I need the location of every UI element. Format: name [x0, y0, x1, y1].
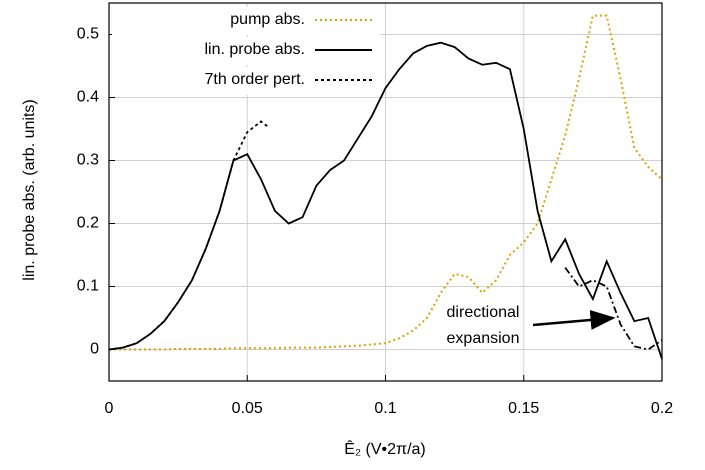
plot-frame	[108, 2, 663, 382]
x-axis-label: Ê₂ (V•2π/a)	[344, 439, 426, 458]
arrow	[532, 309, 616, 330]
lines	[108, 14, 663, 360]
y-tick-label: 0.2	[77, 215, 99, 232]
y-tick-label: 0.1	[77, 278, 99, 295]
y-tick-label: 0	[90, 341, 99, 358]
line-series	[564, 267, 663, 351]
x-tick-label: 0	[105, 400, 114, 417]
legend-label: pump abs.	[230, 11, 305, 28]
legend: pump abs. lin. probe abs. 7th order pert.	[112, 7, 380, 95]
x-tick-label: 0.1	[374, 400, 396, 417]
x-tick-label: 0.05	[232, 400, 263, 417]
x-tick-label: 0.15	[508, 400, 539, 417]
y-tick-label: 0.4	[77, 89, 99, 106]
legend-label: 7th order pert.	[205, 71, 306, 88]
y-tick-label: 0.5	[77, 26, 99, 43]
annotation: directional	[447, 304, 520, 321]
y-axis-label: lin. probe abs. (arb. units)	[21, 99, 38, 280]
line-series	[109, 14, 663, 351]
y-tick-label: 0.3	[77, 152, 99, 169]
line-series	[108, 120, 270, 351]
annotation: expansion	[447, 330, 520, 347]
x-tick-label: 0.2	[651, 400, 673, 417]
line-series	[108, 41, 663, 360]
legend-label: lin. probe abs.	[204, 41, 305, 58]
